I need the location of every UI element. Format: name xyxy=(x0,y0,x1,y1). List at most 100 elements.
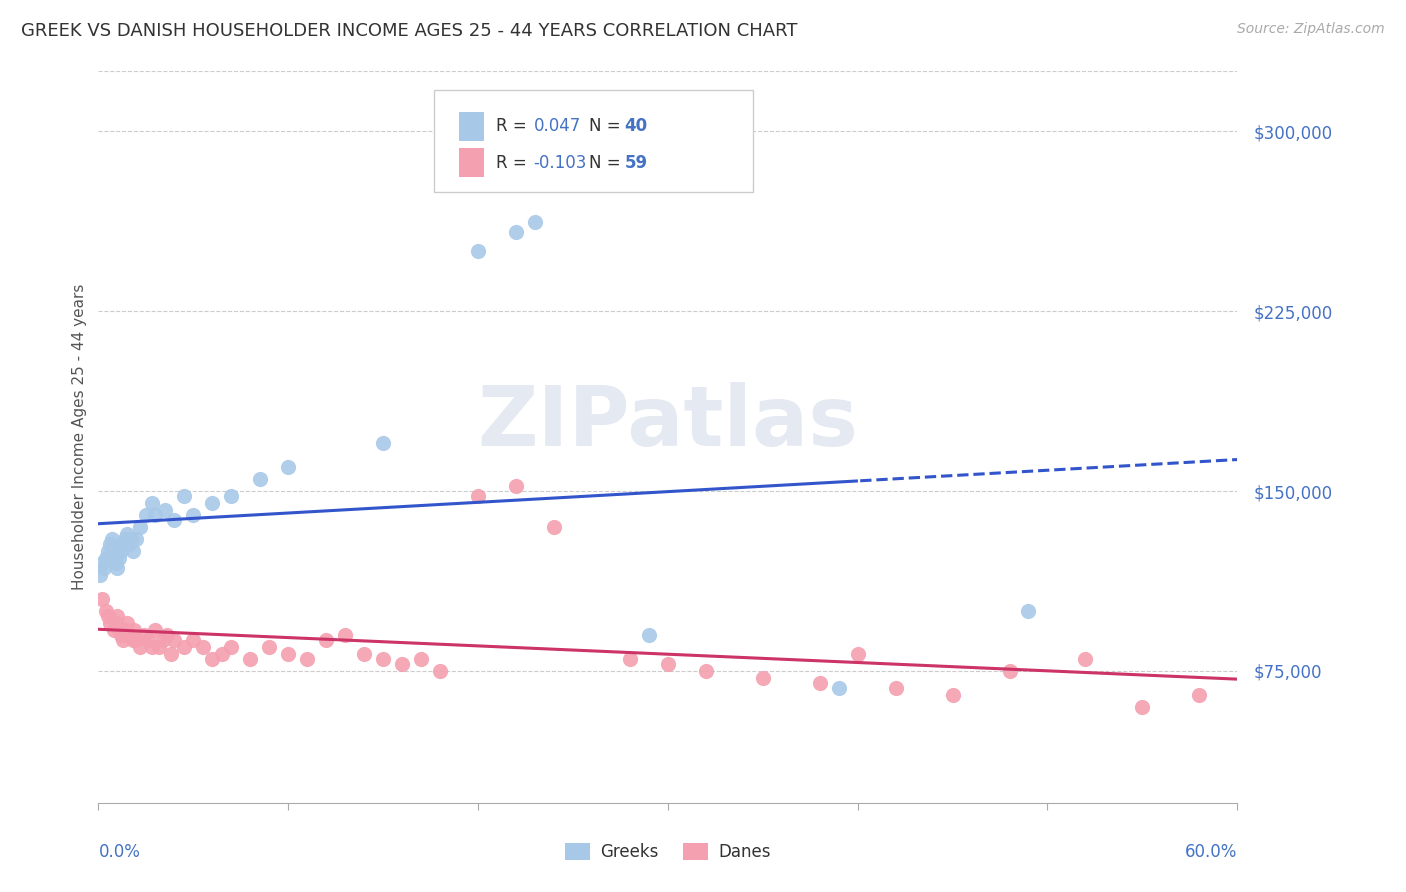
Point xyxy=(107,561,129,575)
Point xyxy=(695,664,717,678)
Point xyxy=(524,215,547,229)
Point xyxy=(145,623,167,637)
Point xyxy=(391,657,413,671)
Point xyxy=(353,647,375,661)
Point xyxy=(221,489,243,503)
Point xyxy=(132,628,155,642)
Text: R =: R = xyxy=(496,153,531,172)
Text: R =: R = xyxy=(496,117,531,136)
Point xyxy=(114,532,136,546)
Point xyxy=(110,628,132,642)
FancyBboxPatch shape xyxy=(460,148,485,178)
Point xyxy=(173,640,195,654)
Point xyxy=(1018,604,1040,618)
Point xyxy=(808,676,831,690)
Point xyxy=(201,652,224,666)
Point xyxy=(183,508,205,522)
Point xyxy=(124,623,146,637)
Point xyxy=(115,527,138,541)
Point xyxy=(371,436,394,450)
Point xyxy=(115,615,138,630)
Point xyxy=(129,640,152,654)
Point xyxy=(89,568,111,582)
Point xyxy=(211,647,233,661)
Point xyxy=(114,623,136,637)
Point xyxy=(91,556,114,570)
Point xyxy=(183,632,205,647)
Text: N =: N = xyxy=(589,117,626,136)
Point xyxy=(112,537,135,551)
Point xyxy=(942,688,965,702)
Point xyxy=(98,537,121,551)
Point xyxy=(136,632,159,647)
Point xyxy=(619,652,641,666)
Point xyxy=(135,508,157,522)
Point xyxy=(1132,699,1154,714)
Text: N =: N = xyxy=(589,153,626,172)
Text: -0.103: -0.103 xyxy=(533,153,586,172)
Point xyxy=(103,623,125,637)
Legend: Greeks, Danes: Greeks, Danes xyxy=(558,836,778,868)
Point xyxy=(118,537,141,551)
Point xyxy=(104,615,127,630)
Text: 40: 40 xyxy=(624,117,648,136)
Point xyxy=(505,225,527,239)
Point xyxy=(141,496,163,510)
Point xyxy=(173,489,195,503)
Text: 59: 59 xyxy=(624,153,648,172)
Point xyxy=(94,551,117,566)
Point xyxy=(104,556,127,570)
Point xyxy=(411,652,433,666)
Point xyxy=(315,632,337,647)
Point xyxy=(239,652,262,666)
Point xyxy=(97,544,120,558)
Point xyxy=(125,632,148,647)
Point xyxy=(191,640,214,654)
Point xyxy=(752,671,775,685)
Point xyxy=(638,628,661,642)
Point xyxy=(121,632,143,647)
Point xyxy=(163,632,186,647)
Point xyxy=(93,561,115,575)
Point xyxy=(1074,652,1097,666)
Point xyxy=(467,244,489,259)
Point xyxy=(97,608,120,623)
Point xyxy=(145,508,167,522)
Y-axis label: Householder Income Ages 25 - 44 years: Householder Income Ages 25 - 44 years xyxy=(72,284,87,591)
Point xyxy=(221,640,243,654)
Point xyxy=(884,681,907,695)
Text: GREEK VS DANISH HOUSEHOLDER INCOME AGES 25 - 44 YEARS CORRELATION CHART: GREEK VS DANISH HOUSEHOLDER INCOME AGES … xyxy=(21,22,797,40)
Point xyxy=(125,532,148,546)
Point xyxy=(429,664,451,678)
Point xyxy=(201,496,224,510)
Point xyxy=(100,532,122,546)
FancyBboxPatch shape xyxy=(460,112,485,141)
Point xyxy=(998,664,1021,678)
Point xyxy=(112,632,135,647)
Text: ZIPatlas: ZIPatlas xyxy=(478,382,858,463)
Text: 0.0%: 0.0% xyxy=(98,843,141,861)
Point xyxy=(846,647,869,661)
Point xyxy=(121,544,143,558)
Point xyxy=(153,503,176,517)
Point xyxy=(277,647,299,661)
Point xyxy=(120,532,142,546)
Text: 0.047: 0.047 xyxy=(533,117,581,136)
Point xyxy=(259,640,281,654)
Text: 60.0%: 60.0% xyxy=(1185,843,1237,861)
Point xyxy=(828,681,851,695)
Point xyxy=(156,628,179,642)
Point xyxy=(657,657,679,671)
Point xyxy=(467,489,489,503)
Point xyxy=(110,544,132,558)
Point xyxy=(141,640,163,654)
Point xyxy=(152,632,174,647)
Text: Source: ZipAtlas.com: Source: ZipAtlas.com xyxy=(1237,22,1385,37)
Point xyxy=(108,623,131,637)
Point xyxy=(118,628,141,642)
Point xyxy=(159,647,181,661)
Point xyxy=(335,628,357,642)
Point xyxy=(103,544,125,558)
Point xyxy=(107,608,129,623)
Point xyxy=(371,652,394,666)
